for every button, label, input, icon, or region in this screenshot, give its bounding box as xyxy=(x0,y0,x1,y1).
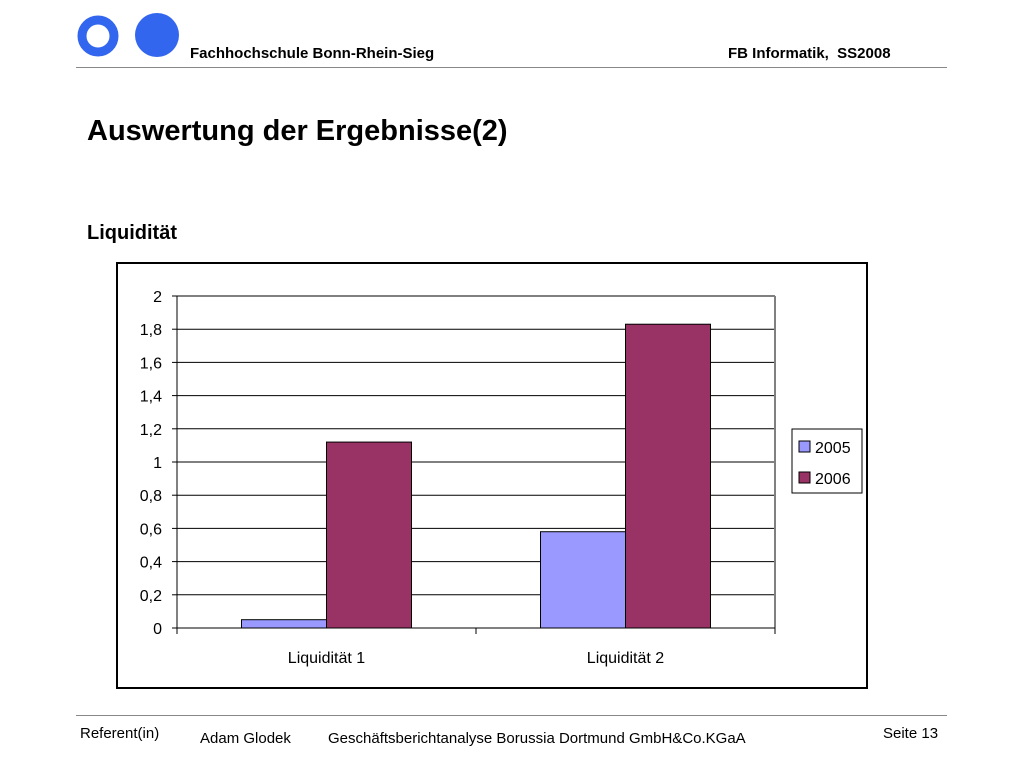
legend-swatch xyxy=(798,440,811,453)
chart-container: 0 0,2 0,4 0,6 0,8 1 1,2 1,4 1,6 1,8 2 Liquidität 1 L… xyxy=(116,262,868,689)
y-tick-label: 0,8 xyxy=(140,488,162,505)
bar-2005-2 xyxy=(540,531,626,629)
legend-swatch xyxy=(798,471,811,484)
school-name: Fachhochschule Bonn-Rhein-Sieg xyxy=(190,45,435,62)
footer-page-number: Seite 13 xyxy=(883,725,939,742)
bar-2005-1 xyxy=(241,619,327,629)
slide-subtitle: Liquidität xyxy=(87,222,177,244)
y-tick-label: 1,4 xyxy=(140,389,162,406)
y-tick-label: 2 xyxy=(153,289,162,306)
legend-label: 2006 xyxy=(815,471,851,488)
y-tick-label: 0,4 xyxy=(140,555,162,572)
legend-label: 2005 xyxy=(815,440,851,457)
y-tick-label: 0,2 xyxy=(140,588,162,605)
y-tick-label: 0,6 xyxy=(140,521,162,538)
logo-disc-icon xyxy=(135,13,179,57)
y-tick-label: 1 xyxy=(153,455,162,472)
logo-ring-icon xyxy=(77,15,119,57)
x-tick-label: Liquidität 1 xyxy=(288,650,365,667)
department-semester: FB Informatik, SS2008 xyxy=(728,45,891,62)
bar-2006-1 xyxy=(326,441,412,629)
footer-topic: Geschäftsberichtanalyse Borussia Dortmun… xyxy=(328,730,746,747)
header-divider xyxy=(76,67,947,68)
slide-title: Auswertung der Ergebnisse(2) xyxy=(87,115,508,147)
bar-2006-2 xyxy=(625,323,711,629)
y-tick-label: 1,8 xyxy=(140,322,162,339)
y-tick-label: 1,6 xyxy=(140,355,162,372)
y-tick-label: 1,2 xyxy=(140,422,162,439)
footer-author: Adam Glodek xyxy=(200,730,291,747)
footer-divider xyxy=(76,715,947,716)
liquidity-bar-chart: 0 0,2 0,4 0,6 0,8 1 1,2 1,4 1,6 1,8 2 Liquidität 1 L… xyxy=(140,289,863,667)
y-tick-label: 0 xyxy=(153,621,162,638)
school-logo xyxy=(77,13,179,57)
x-tick-label: Liquidität 2 xyxy=(587,650,664,667)
footer-referent-label: Referent(in) xyxy=(80,725,160,742)
